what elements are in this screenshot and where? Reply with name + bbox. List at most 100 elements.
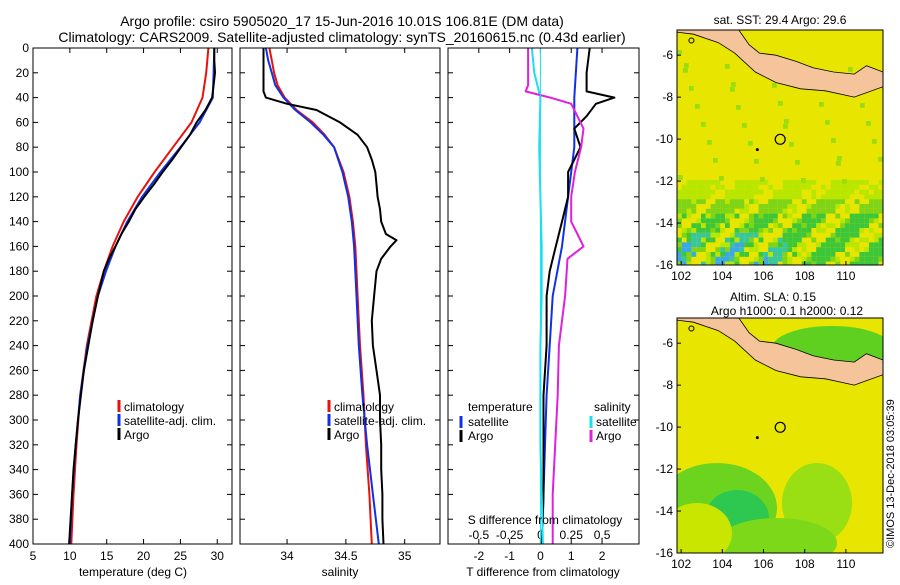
sst-cell	[792, 232, 797, 238]
sst-cell	[681, 247, 687, 252]
map-x-tick-label: 106	[754, 269, 774, 283]
sst-cell	[864, 223, 869, 228]
sst-cell	[710, 256, 716, 262]
sst-cell	[854, 213, 860, 219]
sst-cell	[792, 184, 797, 190]
sst-cell	[806, 218, 812, 224]
sst-cell	[681, 228, 687, 233]
sst-cell	[782, 252, 788, 257]
sst-cell	[734, 194, 740, 200]
sst-cell	[701, 213, 706, 219]
christmas-island	[755, 148, 759, 152]
sst-cell	[720, 184, 725, 190]
sst-cell	[782, 261, 788, 265]
sst-cell	[734, 261, 740, 265]
sst-cell	[845, 237, 850, 243]
sst-map-panel: sat. SST: 29.4 Argo: 29.6 102 104 106 108 11…	[656, 13, 884, 283]
sst-cell	[705, 228, 711, 233]
sst-cell	[825, 256, 831, 262]
sst-cell	[744, 252, 749, 257]
difference-axis-label: T difference from climatology	[466, 565, 620, 579]
sst-cell	[869, 208, 874, 214]
sst-cell	[749, 199, 754, 204]
sst-cell	[792, 252, 797, 257]
sst-cell	[777, 252, 783, 257]
sst-cell	[681, 252, 687, 257]
sst-cell	[696, 242, 701, 248]
sst-cell	[758, 223, 764, 228]
sst-cell	[878, 252, 883, 257]
sst-cell	[797, 242, 802, 248]
sst-cell	[773, 242, 778, 248]
sst-cell	[773, 204, 778, 209]
sst-cell	[866, 121, 871, 126]
sst-cell	[811, 256, 817, 262]
sst-cell	[725, 256, 730, 262]
sst-cell	[878, 199, 883, 204]
s-tick-label: 0.25	[560, 528, 584, 542]
sst-cell	[749, 189, 754, 195]
sst-cell	[821, 184, 826, 190]
sst-cell	[725, 194, 730, 200]
sst-cell	[739, 194, 745, 200]
sst-cell	[816, 199, 821, 204]
sst-cell	[830, 242, 836, 248]
sst-cell	[677, 242, 682, 248]
sst-cell	[782, 237, 788, 243]
sst-cell	[830, 256, 836, 262]
sst-cell	[792, 223, 797, 228]
sst-cell	[859, 208, 865, 214]
temperature-axis-label: temperature (deg C)	[79, 565, 187, 579]
sst-cell	[830, 180, 836, 185]
sst-cell	[782, 199, 788, 204]
sst-cell	[789, 142, 794, 147]
sst-cell	[787, 184, 793, 190]
salinity-lines	[262, 48, 398, 544]
sst-cell	[701, 247, 706, 252]
sst-cell	[797, 237, 802, 243]
sst-cell	[816, 242, 821, 248]
legend-label-s-satellite: satellite	[596, 415, 637, 429]
sst-cell	[691, 252, 697, 257]
sst-cell	[859, 252, 865, 257]
y-tick-label: 0	[22, 41, 29, 55]
sst-cell	[749, 247, 754, 252]
x-tick-label: 35	[398, 549, 412, 563]
sst-cell	[878, 208, 883, 214]
sst-cell	[801, 184, 807, 190]
sst-cell	[734, 237, 740, 243]
sst-cell	[797, 194, 802, 200]
title-line-2: Climatology: CARS2009. Satellite-adjuste…	[58, 29, 625, 45]
sst-cell	[845, 184, 850, 190]
s-tick-label: -0.25	[496, 528, 524, 542]
sst-cell	[739, 228, 745, 233]
sst-cell	[748, 141, 753, 146]
sst-cell	[681, 194, 687, 200]
sst-cell	[821, 204, 826, 209]
sst-cell	[816, 247, 821, 252]
sst-cell	[701, 232, 706, 238]
argo-location-marker	[774, 421, 786, 433]
sst-cell	[681, 261, 687, 265]
sst-cell	[859, 237, 865, 243]
sst-cell	[869, 256, 874, 262]
temperature-legend: climatology satellite-adj. clim. Argo	[117, 400, 216, 442]
sst-cell	[725, 189, 730, 195]
legend-label-satellite: satellite-adj. clim.	[124, 414, 216, 428]
sst-cell	[854, 232, 860, 238]
sst-cell	[811, 237, 817, 243]
sst-cell	[845, 228, 850, 233]
x-tick-label: 15	[100, 549, 114, 563]
sst-cell	[691, 194, 697, 200]
sst-cell	[686, 252, 692, 257]
sst-cell	[763, 213, 769, 219]
sst-cell	[821, 228, 826, 233]
temperature-lines	[68, 48, 216, 544]
sst-cell	[831, 138, 836, 143]
sst-cell	[686, 232, 692, 238]
sst-cell	[686, 189, 692, 195]
sst-cell	[878, 194, 883, 200]
x-tick-label: 25	[174, 549, 188, 563]
sst-cell	[821, 261, 826, 265]
